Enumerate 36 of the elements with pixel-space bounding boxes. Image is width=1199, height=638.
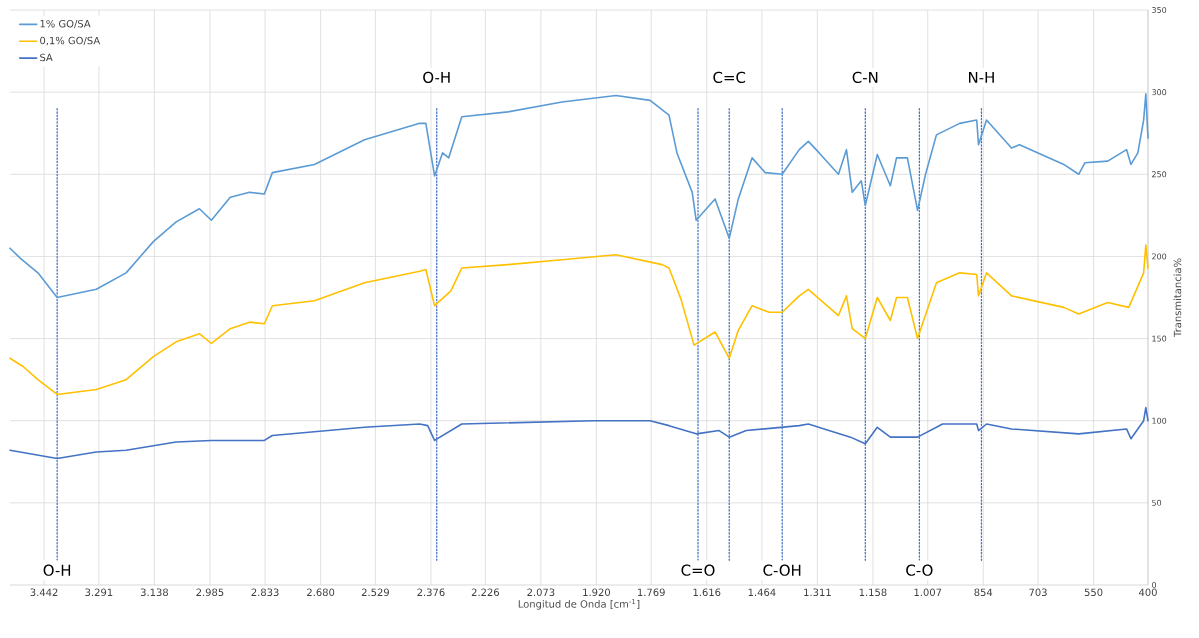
x-tick-label: 703	[1029, 588, 1047, 597]
x-tick-label: 1.920	[583, 588, 611, 597]
ref-line-label: C-O	[906, 564, 933, 576]
x-tick-label: 400	[1138, 588, 1157, 597]
x-tick-label: 2.376	[417, 588, 445, 597]
x-tick-label: 2.073	[527, 588, 555, 597]
line-series	[9, 244, 1149, 396]
x-tick-label: 1.769	[638, 588, 665, 597]
legend-label: SA	[40, 53, 53, 62]
y-axis-title: Transmitancia%	[1173, 258, 1182, 337]
x-tick-label: 3.138	[140, 588, 168, 597]
ref-line-label: C-OH	[763, 564, 801, 576]
x-tick-label: 1.007	[914, 588, 942, 597]
ref-line-label: O-H	[423, 71, 450, 84]
x-tick-label: 1.464	[748, 588, 776, 597]
x-tick-label: 854	[974, 588, 993, 597]
legend-label: 0,1% GO/SA	[40, 36, 101, 46]
line-series	[9, 92, 1149, 299]
ref-line-label: C=C	[713, 71, 746, 84]
ref-line-label: C-N	[852, 71, 878, 84]
ref-line-label: C=O	[681, 564, 715, 576]
ref-line-label: O-H	[43, 564, 71, 576]
x-axis-title: Longitud de Onda [cm$^{-1}$]	[518, 598, 640, 610]
x-tick-label: 550	[1084, 588, 1103, 597]
x-tick-label: 2.226	[471, 588, 499, 597]
x-tick-label: 2.985	[196, 588, 224, 597]
x-tick-label: 1.616	[693, 588, 721, 597]
x-tick-label: 2.529	[361, 588, 389, 597]
x-tick-label: 2.833	[251, 588, 279, 597]
x-tick-label: 3.291	[85, 588, 113, 597]
x-tick-label: 3.442	[30, 588, 58, 597]
x-tick-label: 2.680	[307, 588, 335, 597]
x-tick-label: 1.311	[804, 588, 831, 597]
x-tick-label: 1.158	[859, 588, 887, 597]
ref-line-label: N-H	[969, 71, 994, 83]
legend-label: 1% GO/SA	[40, 19, 91, 29]
